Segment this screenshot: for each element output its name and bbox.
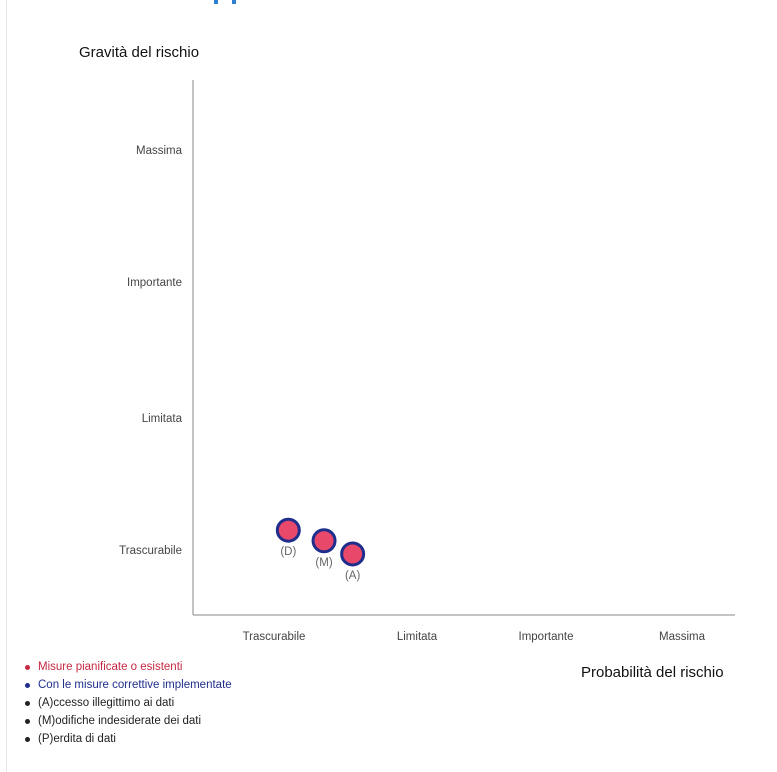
legend-item: (A)ccesso illegittimo ai dati bbox=[22, 694, 232, 712]
y-axis-title: Gravità del rischio bbox=[79, 44, 200, 61]
axes-layer bbox=[192, 80, 735, 616]
legend-item: Con le misure correttive implementate bbox=[22, 676, 232, 694]
legend: Misure pianificate o esistenti Con le mis… bbox=[22, 658, 232, 748]
x-tick-labels: Trascurabile Limitata Importante Massima bbox=[243, 631, 706, 643]
bullet-icon bbox=[25, 701, 30, 706]
legend-item: (M)odifiche indesiderate dei dati bbox=[22, 712, 232, 730]
x-axis-title: Probabilità del rischio bbox=[581, 664, 724, 681]
cropped-heading-glyphs bbox=[214, 0, 236, 4]
y-tick-labels: Trascurabile Limitata Importante Massima bbox=[119, 145, 182, 557]
legend-item-label: (M)odifiche indesiderate dei dati bbox=[38, 715, 202, 727]
legend-item: (P)erdita di dati bbox=[22, 730, 232, 748]
bullet-icon bbox=[25, 683, 30, 688]
y-tick-label: Trascurabile bbox=[119, 545, 182, 557]
legend-item-label: (P)erdita di dati bbox=[38, 733, 116, 745]
y-tick-label: Importante bbox=[127, 277, 182, 289]
y-tick-label: Massima bbox=[136, 145, 183, 157]
risk-point bbox=[275, 517, 301, 543]
bullet-icon bbox=[25, 719, 30, 724]
legend-item-label: Misure pianificate o esistenti bbox=[38, 661, 183, 673]
x-tick-label: Importante bbox=[519, 631, 574, 643]
bullet-icon bbox=[25, 737, 30, 742]
risk-point bbox=[340, 541, 366, 567]
x-tick-label: Limitata bbox=[397, 631, 438, 643]
x-tick-label: Trascurabile bbox=[243, 631, 306, 643]
risk-point-label: (M) bbox=[315, 557, 332, 569]
bullet-icon bbox=[25, 665, 30, 670]
x-tick-label: Massima bbox=[659, 631, 706, 643]
y-tick-label: Limitata bbox=[142, 413, 183, 425]
legend-item-label: Con le misure correttive implementate bbox=[38, 679, 232, 691]
risk-chart: Trascurabile Limitata Importante Massima Tr… bbox=[79, 44, 735, 681]
legend-item: Misure pianificate o esistenti bbox=[22, 658, 232, 676]
legend-item-label: (A)ccesso illegittimo ai dati bbox=[38, 697, 175, 709]
risk-point-label: (A) bbox=[345, 570, 361, 582]
cropped-heading-fragment bbox=[0, 0, 777, 6]
page-left-border bbox=[6, 0, 7, 772]
risk-point-label: (D) bbox=[280, 546, 296, 558]
chart-plot-area: Trascurabile Limitata Importante Massima Tr… bbox=[119, 80, 735, 643]
data-points: (D) (M) (A) bbox=[275, 517, 366, 582]
risk-point bbox=[311, 528, 337, 554]
